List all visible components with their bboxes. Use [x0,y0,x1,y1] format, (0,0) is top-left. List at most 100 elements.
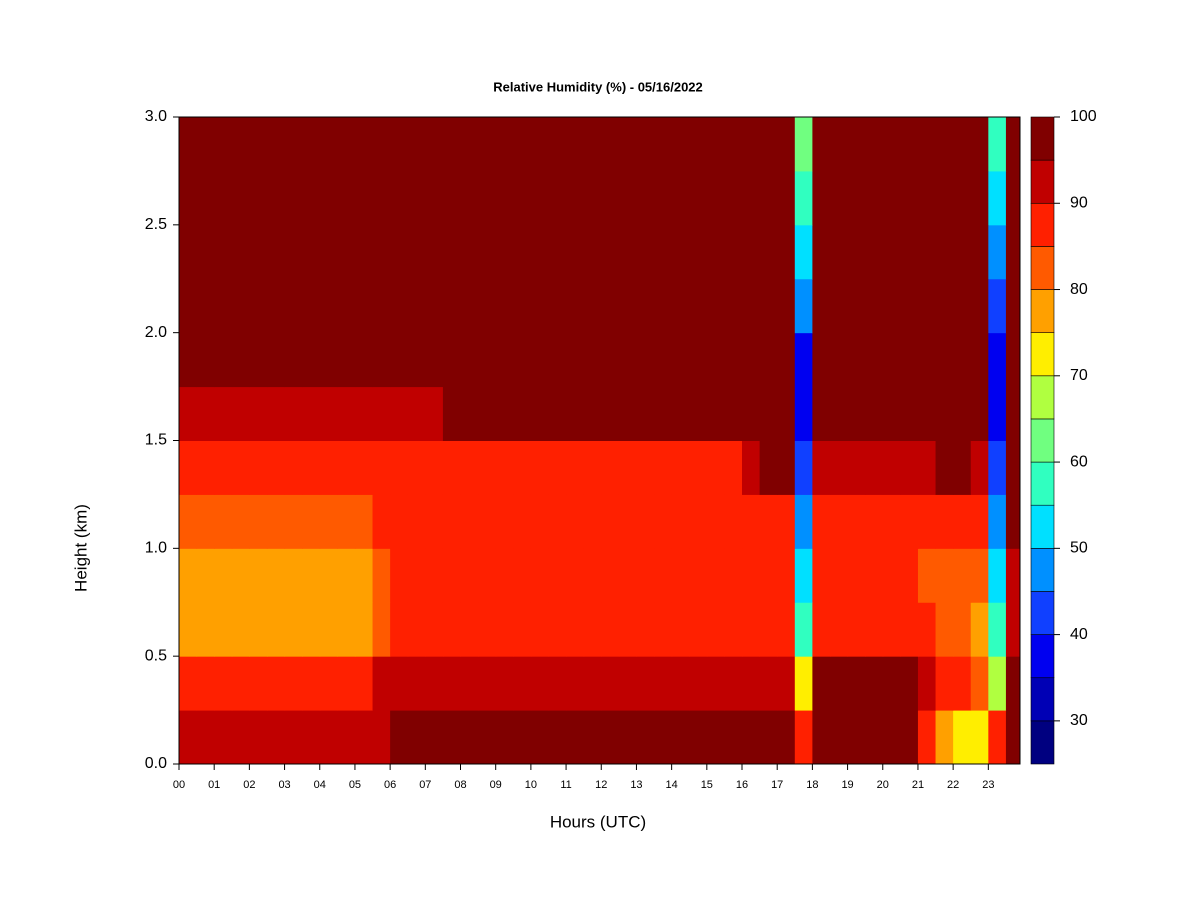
heat-cell [953,386,972,441]
heat-cell [460,386,479,441]
heat-cell [460,548,479,603]
heat-cell [425,170,444,226]
heat-cell [566,332,585,388]
heat-cell [495,117,514,172]
heat-cell [249,170,268,226]
heat-cell [935,386,954,441]
heat-cell [1005,117,1021,172]
heat-cell [953,278,972,334]
heat-cell [302,494,321,549]
heat-cell [601,602,620,657]
heat-cell [214,602,233,657]
heat-cell [777,710,796,765]
heat-cell [284,332,303,388]
heat-cell [636,440,655,495]
heat-cell [548,386,567,441]
heat-cell [196,278,215,334]
y-tick-label: 0.5 [145,647,167,664]
heat-cell [425,117,444,172]
heat-cell [495,548,514,603]
heat-cell [654,117,673,172]
heat-cell [847,494,866,549]
heat-cell [742,494,761,549]
heat-cell [671,656,690,711]
heat-cell [196,224,215,280]
heat-cell [513,548,532,603]
heat-cell [706,386,725,441]
heat-cell [812,656,831,711]
heat-cell [882,224,901,280]
heat-cell [794,278,813,334]
heat-cell [460,710,479,765]
heat-cell [900,494,919,549]
heat-cell [970,656,989,711]
heat-cell [777,170,796,226]
heat-cell [706,332,725,388]
heat-cell [724,494,743,549]
heat-cell [654,278,673,334]
heat-cell [671,710,690,765]
heat-cell [425,548,444,603]
heat-cell [337,602,356,657]
heat-cell [231,440,250,495]
heat-cell [742,278,761,334]
heat-cell [442,386,462,441]
heat-cell [390,656,409,711]
heat-cell [548,117,567,172]
heat-cell [513,224,532,280]
heat-cell [266,386,286,441]
heat-cell [847,332,866,388]
heat-cell [530,494,549,549]
colorbar-band [1030,246,1055,290]
heat-cell [407,602,426,657]
heat-cell [935,710,954,765]
heat-cell [654,602,673,657]
heat-cell [530,710,549,765]
heat-cell [724,278,743,334]
heat-cell [900,602,919,657]
heat-cell [478,170,497,226]
heat-cell [196,602,215,657]
heat-cell [179,602,198,657]
heat-cell [917,548,937,603]
heat-cell [847,170,866,226]
heat-cell [865,494,884,549]
heat-cell [513,170,532,226]
heat-cell [390,440,409,495]
heat-cell [829,224,849,280]
heat-cell [636,548,655,603]
heat-cell [231,224,250,280]
heat-cell [302,332,321,388]
heat-cell [724,224,743,280]
heat-cell [777,656,796,711]
heat-cell [337,224,356,280]
heat-cell [442,170,462,226]
heat-cell [847,602,866,657]
heat-cell [319,224,338,280]
heat-cell [583,224,602,280]
heat-cell [266,494,286,549]
heat-cell [513,710,532,765]
heat-cell [372,117,391,172]
heat-cell [953,117,972,172]
heat-cell [900,548,919,603]
heat-cell [742,332,761,388]
heat-cell [636,602,655,657]
heat-cell [214,386,233,441]
heat-cell [319,332,338,388]
heat-cell [759,656,778,711]
colorbar-band [1030,634,1055,679]
heat-cell [284,548,303,603]
heat-cell [1005,278,1021,334]
heat-cell [495,170,514,226]
heat-cell [618,602,637,657]
heat-cell [900,440,919,495]
heat-cell [495,224,514,280]
heat-cell [865,386,884,441]
heat-cell [179,224,198,280]
heat-cell [706,278,725,334]
heat-cell [179,656,198,711]
heat-cell [812,117,831,172]
heat-cell [970,117,989,172]
